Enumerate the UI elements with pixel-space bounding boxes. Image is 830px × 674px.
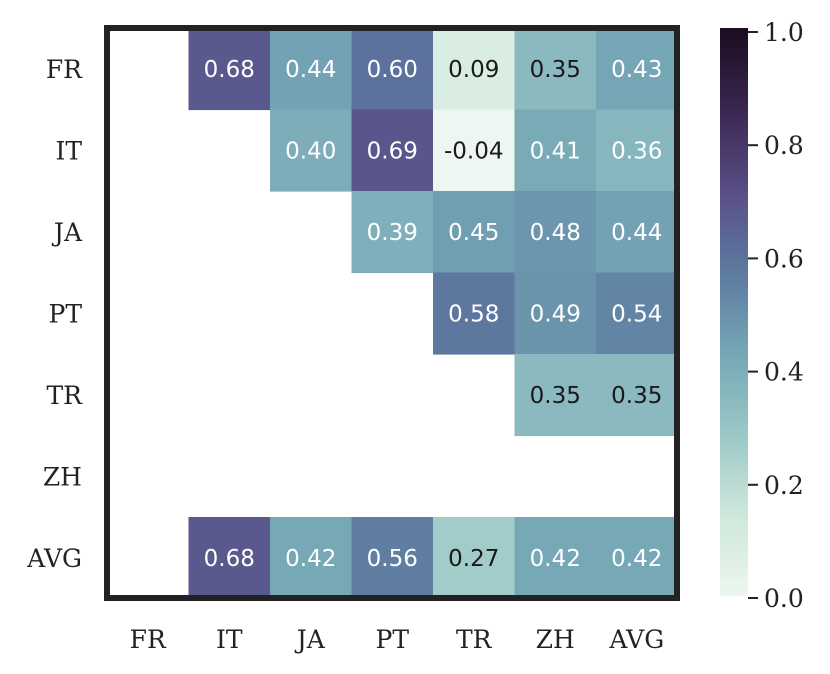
heatmap-cell-AVG-TR (433, 517, 516, 600)
heatmap-cell-AVG-IT (188, 517, 271, 600)
cell-value-label: 0.42 (611, 546, 662, 572)
column-label-tr: TR (456, 625, 493, 654)
heatmap-cell-FR-JA (270, 28, 353, 111)
cell-value-label: 0.36 (611, 138, 662, 164)
column-label-zh: ZH (536, 625, 575, 654)
heatmap-cell-FR-PT (351, 28, 434, 111)
heatmap-cell-AVG-AVG (596, 517, 679, 600)
column-label-pt: PT (376, 625, 410, 654)
cell-value-label: 0.42 (530, 546, 581, 572)
heatmap-cell-JA-AVG (596, 191, 679, 274)
heatmap-cell-TR-AVG (596, 354, 679, 437)
row-label-it: IT (55, 136, 82, 165)
cell-value-label: 0.58 (448, 301, 499, 327)
cell-value-label: -0.04 (444, 138, 504, 164)
heatmap-cell-AVG-ZH (514, 517, 597, 600)
heatmap-cell-IT-PT (351, 109, 434, 192)
heatmap-cell-IT-ZH (514, 109, 597, 192)
row-label-zh: ZH (43, 462, 82, 491)
heatmap-cell-FR-AVG (596, 28, 679, 111)
heatmap-cell-FR-TR (433, 28, 516, 111)
cell-value-label: 0.27 (448, 546, 499, 572)
heatmap-cell-TR-ZH (514, 354, 597, 437)
cell-value-label: 0.35 (611, 383, 662, 409)
cell-value-label: 0.44 (285, 57, 336, 83)
cell-value-label: 0.54 (611, 301, 662, 327)
heatmap-cell-IT-AVG (596, 109, 679, 192)
colorbar-tick-label: 0.8 (764, 131, 804, 160)
cell-value-label: 0.43 (611, 57, 662, 83)
heatmap-cell-PT-TR (433, 272, 516, 355)
colorbar-tick-label: 0.6 (764, 244, 804, 273)
cell-value-label: 0.44 (611, 220, 662, 246)
colorbar-tick-label: 0.2 (764, 471, 804, 500)
cell-value-label: 0.35 (530, 383, 581, 409)
heatmap-cell-PT-AVG (596, 272, 679, 355)
colorbar-tick-label: 1.0 (764, 18, 804, 47)
colorbar-tick-label: 0.4 (764, 358, 804, 387)
cell-value-label: 0.60 (367, 57, 418, 83)
heatmap-cell-JA-ZH (514, 191, 597, 274)
colorbar-tick-label: 0.0 (764, 584, 804, 613)
column-tick-labels: FR IT JA PT TR ZH AVG (130, 625, 665, 654)
cell-value-label: 0.45 (448, 220, 499, 246)
row-label-avg: AVG (26, 544, 82, 573)
heatmap-cell-AVG-PT (351, 517, 434, 600)
cell-value-label: 0.40 (285, 138, 336, 164)
heatmap-cell-FR-IT (188, 28, 271, 111)
cell-value-label: 0.68 (204, 546, 255, 572)
cell-value-label: 0.68 (204, 57, 255, 83)
heatmap-cell-JA-PT (351, 191, 434, 274)
heatmap-cell-FR-ZH (514, 28, 597, 111)
cell-value-label: 0.09 (448, 57, 499, 83)
cell-value-label: 0.56 (367, 546, 418, 572)
heatmap-cell-PT-ZH (514, 272, 597, 355)
cell-value-label: 0.69 (367, 138, 418, 164)
cell-value-label: 0.42 (285, 546, 336, 572)
column-label-fr: FR (130, 625, 167, 654)
heatmap-cells: 0.68 0.44 0.60 0.09 0.35 0.43 0.40 0.69 -0.04 0.4… (188, 28, 679, 600)
cell-value-label: 0.39 (367, 220, 418, 246)
heatmap-cell-AVG-JA (270, 517, 353, 600)
heatmap-cell-JA-TR (433, 191, 516, 274)
row-label-pt: PT (49, 299, 83, 328)
column-label-it: IT (216, 625, 243, 654)
cell-value-label: 0.41 (530, 138, 581, 164)
column-label-avg: AVG (608, 625, 664, 654)
column-label-ja: JA (294, 625, 326, 654)
row-tick-labels: FR IT JA PT TR ZH AVG (26, 55, 83, 573)
heatmap-cell-IT-TR (433, 109, 516, 192)
cell-value-label: 0.48 (530, 220, 581, 246)
colorbar (720, 28, 748, 596)
row-label-fr: FR (46, 55, 83, 84)
plot-frame (104, 25, 680, 601)
heatmap-cell-IT-JA (270, 109, 353, 192)
row-label-tr: TR (47, 381, 84, 410)
colorbar-ticks: 0.0 0.2 0.4 0.6 0.8 1.0 (748, 18, 804, 613)
row-label-ja: JA (51, 218, 83, 247)
cell-value-label: 0.35 (530, 57, 581, 83)
cell-value-label: 0.49 (530, 301, 581, 327)
